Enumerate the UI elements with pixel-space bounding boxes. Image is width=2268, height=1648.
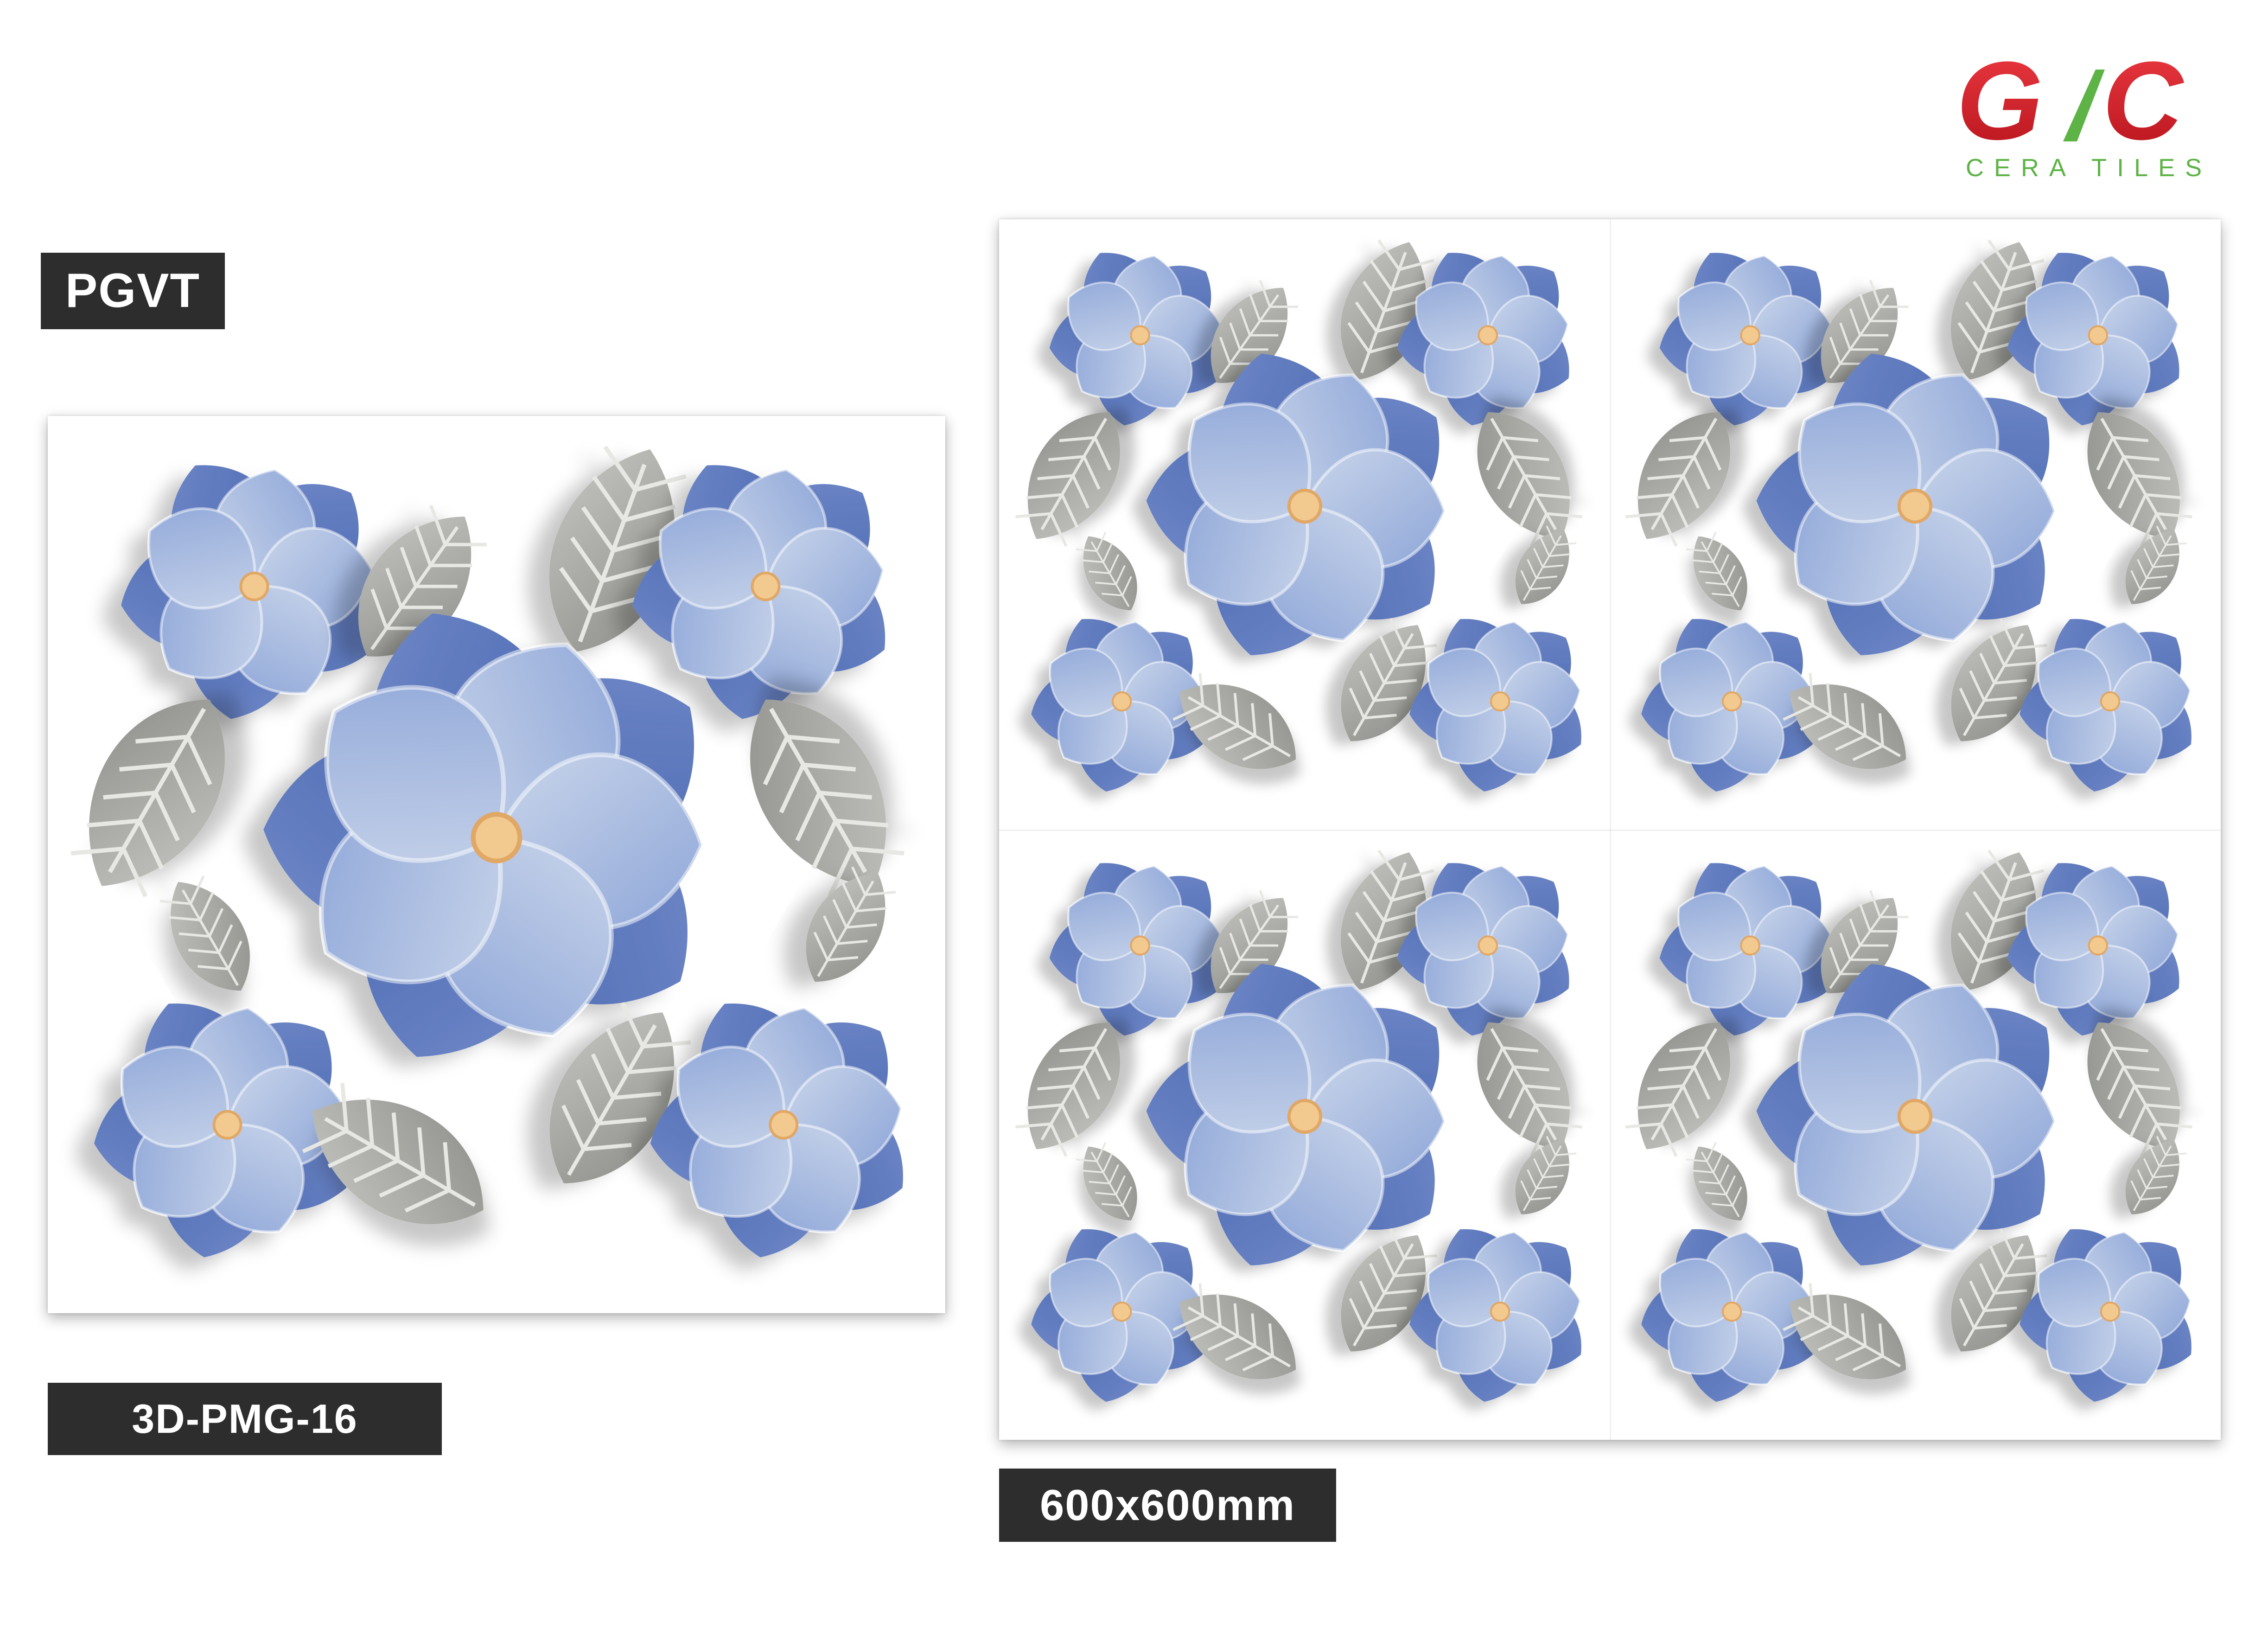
- flower-icon: [1659, 253, 1832, 426]
- leaf-icon: [1076, 1142, 1137, 1221]
- leaf-icon: [1477, 1022, 1582, 1157]
- leaf-icon: [1783, 673, 1906, 769]
- leaf-icon: [1172, 673, 1296, 769]
- leaf-icon: [1515, 1136, 1577, 1214]
- leaf-icon: [2125, 525, 2187, 604]
- leaf-icon: [160, 875, 250, 991]
- flower-icon: [1397, 863, 1569, 1036]
- gc-cera-tiles-logo: G C CERA TILES: [1956, 42, 2221, 185]
- leaf-icon: [70, 699, 225, 898]
- flower-icon: [1409, 619, 1581, 792]
- leaf-icon: [1625, 412, 1731, 547]
- leaf-icon: [2087, 412, 2192, 547]
- flower-icon: [1409, 1229, 1581, 1402]
- leaf-icon: [1341, 1228, 1437, 1352]
- leaf-icon: [806, 866, 896, 982]
- product-size-label: 600x600mm: [999, 1469, 1336, 1542]
- flower-icon: [2007, 253, 2179, 426]
- flower-icon: [1146, 353, 1446, 656]
- leaf-icon: [1172, 1283, 1296, 1380]
- leaf-icon: [750, 699, 905, 898]
- flower-icon: [650, 1003, 903, 1258]
- logo-leaf-mark: [2063, 70, 2105, 141]
- flower-icon: [1049, 253, 1222, 426]
- flower-icon: [94, 1003, 347, 1258]
- flower-icon: [1641, 1229, 1813, 1402]
- leaf-icon: [302, 1083, 484, 1225]
- product-type-label: PGVT: [41, 253, 225, 329]
- leaf-icon: [1015, 412, 1121, 547]
- flower-icon: [1756, 964, 2057, 1266]
- leaf-icon: [1625, 1022, 1731, 1157]
- flower-icon: [2020, 619, 2192, 792]
- grid-seam-vertical: [1610, 219, 1611, 1440]
- flower-icon: [1659, 863, 1832, 1036]
- leaf-icon: [1686, 1142, 1747, 1221]
- logo-letter-g: G: [1956, 42, 2043, 163]
- flower-icon: [2007, 863, 2179, 1036]
- flower-icon: [1641, 619, 1813, 792]
- leaf-icon: [1076, 531, 1137, 611]
- single-tile-preview: [48, 416, 945, 1313]
- flower-icon: [1397, 253, 1569, 426]
- leaf-icon: [549, 1002, 691, 1183]
- flower-icon: [121, 465, 374, 719]
- leaf-icon: [1686, 531, 1747, 611]
- flower-icon: [632, 465, 886, 719]
- flower-icon: [1146, 964, 1446, 1266]
- leaf-icon: [1477, 412, 1582, 547]
- flower-icon: [1031, 1229, 1203, 1402]
- leaf-icon: [1783, 1283, 1906, 1380]
- tile-grid-preview: [999, 219, 2221, 1440]
- flower-icon: [2020, 1229, 2192, 1402]
- leaf-icon: [2125, 1136, 2187, 1214]
- logo-letter-c: C: [2102, 42, 2185, 163]
- grid-seam-horizontal: [999, 830, 2221, 831]
- flower-icon: [1756, 353, 2057, 656]
- leaf-icon: [2087, 1022, 2192, 1157]
- flower-icon: [263, 613, 704, 1057]
- leaf-icon: [1951, 618, 2047, 741]
- leaf-icon: [1341, 618, 1437, 741]
- logo-tagline: CERA TILES: [1966, 154, 2212, 182]
- flower-icon: [1049, 863, 1222, 1036]
- leaf-icon: [1515, 525, 1577, 604]
- product-code-label: 3D-PMG-16: [48, 1383, 442, 1455]
- leaf-icon: [1015, 1022, 1121, 1157]
- leaf-icon: [1951, 1228, 2047, 1352]
